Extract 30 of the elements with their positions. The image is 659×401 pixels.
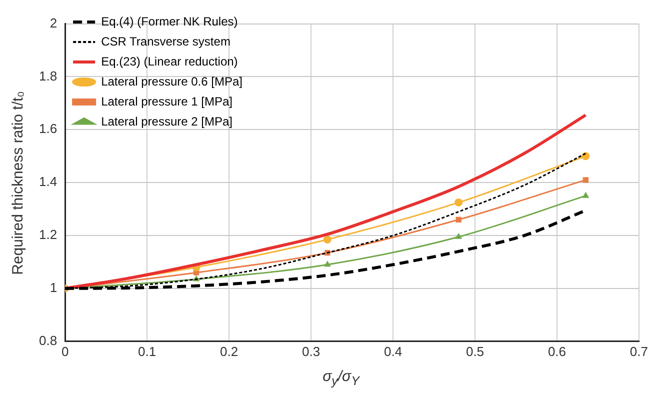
x-tick-label: 0.6 [548,344,566,359]
x-tick-label: 0.5 [466,344,484,359]
legend-label: Eq.(4) (Former NK Rules) [101,14,238,28]
legend-label: Lateral pressure 2 [MPa] [101,114,232,128]
y-tick-label: 1.6 [38,121,58,136]
point [582,177,589,183]
point [455,232,462,239]
y-axis-title: Required thickness ratio t/t₀ [10,91,26,275]
point [582,192,590,198]
x-tick-label: 0.3 [302,344,320,359]
legend-label: Eq.(23) (Linear reduction) [101,54,238,68]
x-tick-label: 0 [61,344,69,359]
point [323,236,332,244]
point [324,260,331,267]
y-tick-label: 2 [50,15,58,30]
y-tick-label: 1.8 [38,68,58,84]
y-tick-label: 0.8 [38,332,58,348]
y-tick-label: 1.4 [38,174,58,190]
legend-label: Lateral pressure 0.6 [MPa] [101,74,242,88]
legend-label: Lateral pressure 1 [MPa] [101,94,232,108]
y-tick-label: 1 [50,280,58,296]
x-tick-label: 0.7 [630,344,648,359]
legend-label: CSR Transverse system [101,34,230,48]
x-tick-label: 0.4 [384,344,402,359]
y-tick-label: 1.2 [38,227,58,242]
point [456,216,462,222]
x-axis-title: σ$_{y}$/σ$_{Y}$ [322,368,361,388]
x-tick-label: 0.1 [138,344,156,359]
point [454,198,463,206]
x-tick-label: 0.2 [220,344,238,359]
